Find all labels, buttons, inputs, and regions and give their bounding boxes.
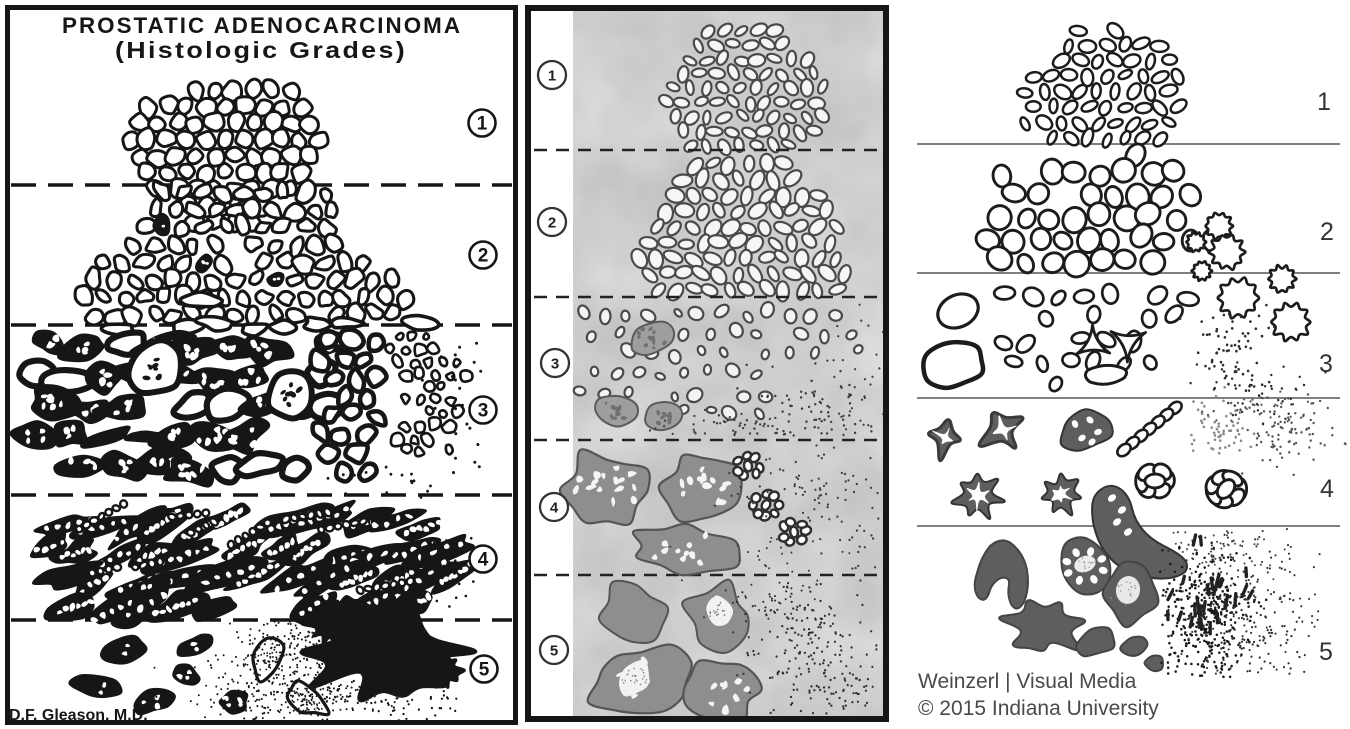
svg-text:5: 5 xyxy=(479,660,490,681)
svg-text:1: 1 xyxy=(1317,88,1331,116)
svg-text:5: 5 xyxy=(550,643,558,660)
svg-text:Weinzerl | Visual Media: Weinzerl | Visual Media xyxy=(918,670,1137,693)
svg-text:1: 1 xyxy=(548,68,556,85)
svg-text:3: 3 xyxy=(551,356,559,373)
svg-text:D.F. Gleason, M.D.: D.F. Gleason, M.D. xyxy=(9,707,148,724)
svg-text:4: 4 xyxy=(478,550,489,571)
svg-text:PROSTATIC ADENOCARCINOMA: PROSTATIC ADENOCARCINOMA xyxy=(62,13,462,38)
svg-text:5: 5 xyxy=(1319,638,1333,666)
svg-text:3: 3 xyxy=(478,401,489,422)
svg-text:4: 4 xyxy=(550,500,559,517)
svg-text:1: 1 xyxy=(477,114,488,135)
svg-text:2: 2 xyxy=(548,215,556,232)
svg-text:4: 4 xyxy=(1320,475,1334,503)
svg-text:© 2015 Indiana University: © 2015 Indiana University xyxy=(918,697,1159,720)
svg-text:2: 2 xyxy=(478,246,489,267)
svg-text:3: 3 xyxy=(1319,350,1333,378)
svg-text:2: 2 xyxy=(1320,218,1334,246)
svg-text:(Histologic Grades): (Histologic Grades) xyxy=(115,37,407,63)
